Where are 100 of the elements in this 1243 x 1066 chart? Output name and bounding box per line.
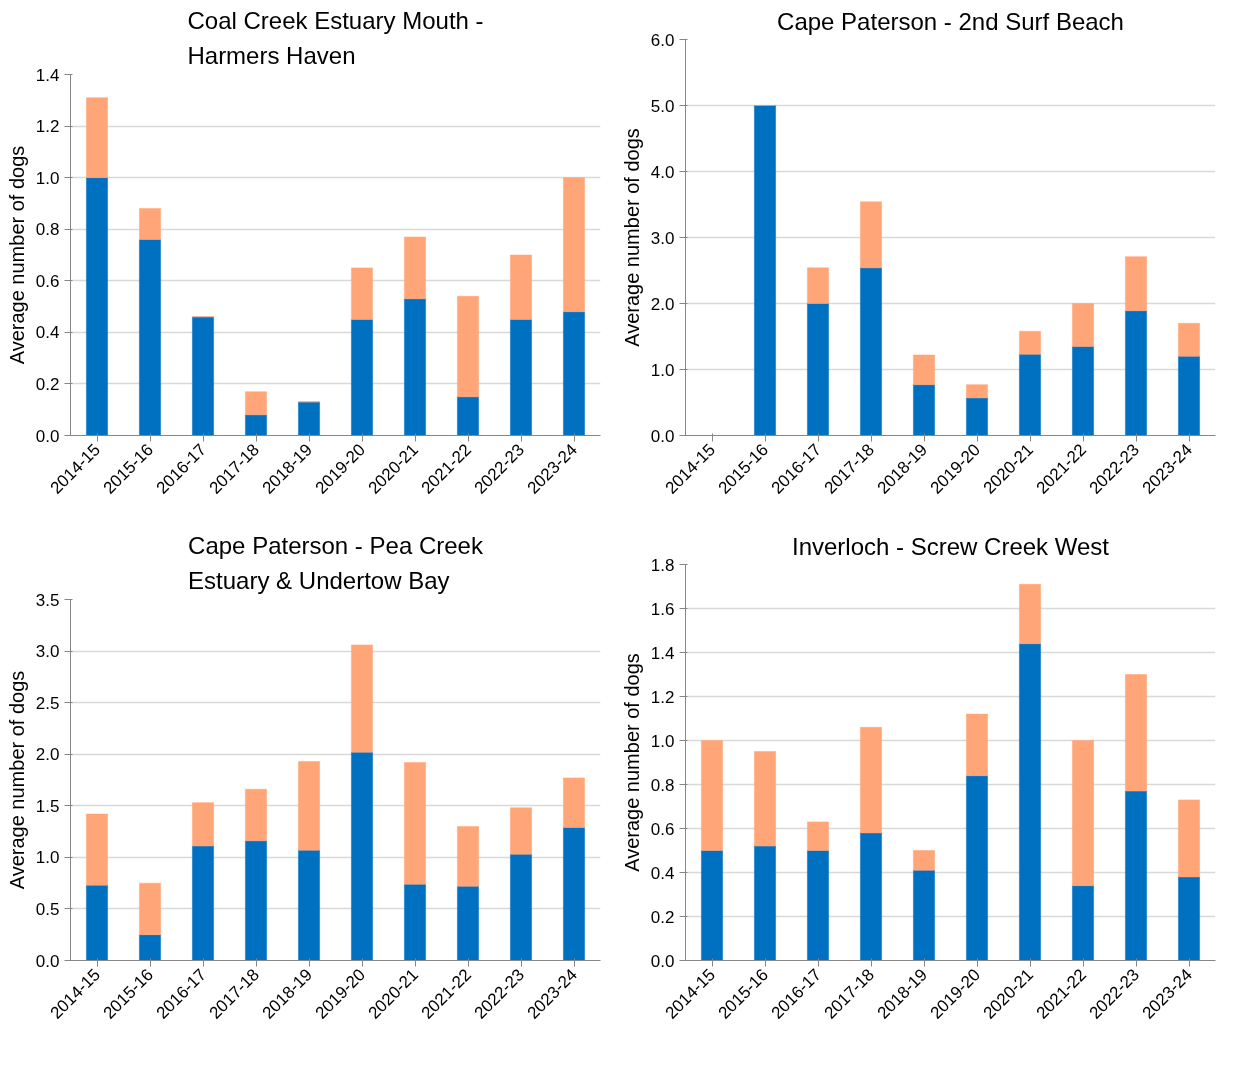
y-tick-label: 3.0 (650, 228, 675, 248)
bar (913, 354, 935, 385)
bar (245, 789, 267, 842)
bar (1125, 790, 1147, 961)
bar (86, 97, 108, 178)
bar (966, 775, 988, 961)
y-tick-label: 0.0 (35, 951, 60, 971)
y-tick-label: 0.6 (35, 271, 60, 291)
y-tick-label: 2.0 (650, 294, 675, 314)
bar (807, 850, 829, 961)
y-tick-label: 1.5 (35, 796, 60, 816)
bar (192, 845, 214, 961)
y-tick-label: 0.0 (35, 426, 60, 446)
bar (1125, 256, 1147, 312)
bar (807, 303, 829, 436)
y-axis-title: Average number of dogs (620, 128, 643, 347)
bar (298, 849, 320, 961)
bar (1072, 885, 1094, 961)
y-tick-label: 1.0 (650, 731, 675, 751)
bar (1019, 354, 1041, 436)
bar (1178, 799, 1200, 878)
y-tick-label: 0.4 (35, 323, 60, 343)
bar (860, 727, 882, 834)
y-tick-label: 2.5 (35, 693, 60, 713)
bar (139, 208, 161, 240)
y-tick-label: 6.0 (650, 30, 675, 50)
y-tick-label: 0.6 (650, 819, 675, 839)
chart-title: Coal Creek Estuary Mouth - Harmers Haven (187, 7, 484, 70)
bar (298, 761, 320, 851)
y-tick-label: 0.2 (35, 374, 60, 394)
bar (1072, 346, 1094, 436)
y-tick-label: 1.0 (35, 848, 60, 868)
bar (1178, 323, 1200, 357)
bar (807, 267, 829, 304)
y-axis-title: Average number of dogs (620, 653, 643, 872)
bar (192, 802, 214, 847)
bar (563, 777, 585, 828)
y-tick-label: 3.0 (35, 642, 60, 662)
y-axis-title: Average number of dogs (5, 670, 28, 890)
bar (139, 934, 161, 961)
bar (860, 267, 882, 436)
bar (510, 319, 532, 436)
bar (1125, 310, 1147, 436)
y-tick-label: 3.5 (35, 590, 60, 610)
bar (245, 414, 267, 436)
bar (245, 391, 267, 416)
bar (86, 813, 108, 886)
y-tick-label: 1.4 (650, 643, 675, 663)
y-tick-label: 0.4 (650, 863, 675, 883)
bar (1178, 356, 1200, 436)
bar (966, 384, 988, 399)
bar (192, 316, 214, 436)
bar (139, 239, 161, 436)
bar (754, 751, 776, 847)
y-tick-label: 0.0 (650, 426, 675, 446)
bar (404, 883, 426, 961)
bar (86, 884, 108, 961)
bar (563, 827, 585, 961)
bar (457, 296, 479, 398)
bar (913, 850, 935, 871)
bar (860, 832, 882, 961)
bar (404, 762, 426, 885)
y-tick-label: 0.8 (650, 775, 675, 795)
bar (913, 870, 935, 961)
bar (510, 807, 532, 855)
bar (701, 740, 723, 851)
y-tick-label: 0.2 (650, 907, 675, 927)
bar (298, 401, 320, 436)
y-tick-label: 1.2 (650, 687, 675, 707)
chart-title: Cape Paterson - Pea Creek Estuary & Undertow Bay (188, 532, 484, 595)
bar (1125, 674, 1147, 792)
bar (1072, 740, 1094, 886)
y-tick-label: 5.0 (650, 96, 675, 116)
bar (245, 840, 267, 961)
y-tick-label: 0.8 (35, 220, 60, 240)
y-axis-title: Average number of dogs (5, 145, 28, 365)
bar (913, 384, 935, 436)
bar (754, 105, 776, 436)
y-tick-label: 4.0 (650, 162, 675, 182)
bar (510, 254, 532, 320)
y-tick-label: 2.0 (35, 745, 60, 765)
bar (351, 319, 373, 436)
bar (457, 826, 479, 887)
bar (457, 396, 479, 436)
bar (86, 177, 108, 436)
chart-title: Cape Paterson - 2nd Surf Beach (777, 7, 1124, 35)
y-tick-label: 1.0 (650, 360, 675, 380)
bar (563, 177, 585, 312)
bar (404, 298, 426, 436)
bar (351, 644, 373, 753)
y-tick-label: 1.0 (35, 168, 60, 188)
bar (1072, 303, 1094, 347)
bar (1019, 330, 1041, 355)
bar (457, 885, 479, 961)
bar (404, 236, 426, 300)
y-tick-label: 0.5 (35, 899, 60, 919)
bar (754, 845, 776, 961)
bar (1178, 876, 1200, 961)
bar (807, 821, 829, 851)
bar (510, 854, 532, 961)
